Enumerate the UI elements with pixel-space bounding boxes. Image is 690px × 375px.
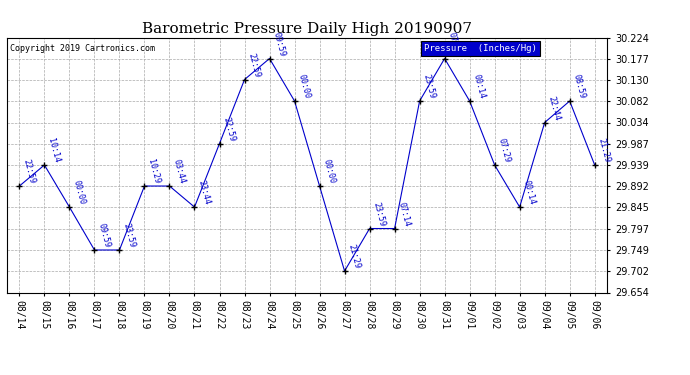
Text: 09:59: 09:59	[272, 31, 287, 58]
Text: Pressure  (Inches/Hg): Pressure (Inches/Hg)	[424, 44, 537, 53]
Text: 23:59: 23:59	[422, 74, 437, 100]
Text: 08:59: 08:59	[572, 74, 587, 100]
Text: 07:29: 07:29	[497, 138, 512, 164]
Text: 03:44: 03:44	[172, 159, 187, 185]
Text: 00:00: 00:00	[297, 74, 312, 100]
Text: 00:14: 00:14	[472, 74, 487, 100]
Text: 10:29: 10:29	[146, 159, 161, 185]
Text: Copyright 2019 Cartronics.com: Copyright 2019 Cartronics.com	[10, 44, 155, 53]
Text: 21:29: 21:29	[346, 244, 362, 270]
Text: 00:00: 00:00	[72, 180, 87, 206]
Text: 22:59: 22:59	[21, 159, 37, 185]
Text: 23:59: 23:59	[372, 201, 387, 228]
Text: 22:59: 22:59	[246, 52, 262, 79]
Text: 07:14: 07:14	[397, 201, 412, 228]
Text: 07:44: 07:44	[446, 31, 462, 58]
Text: 22:44: 22:44	[546, 95, 562, 122]
Text: 21:29: 21:29	[597, 138, 612, 164]
Text: 00:14: 00:14	[522, 180, 537, 206]
Title: Barometric Pressure Daily High 20190907: Barometric Pressure Daily High 20190907	[142, 22, 472, 36]
Text: 22:59: 22:59	[221, 116, 237, 142]
Text: 23:44: 23:44	[197, 180, 212, 206]
Text: 23:59: 23:59	[121, 223, 137, 249]
Text: 00:00: 00:00	[322, 159, 337, 185]
Text: 09:59: 09:59	[97, 223, 112, 249]
Text: 10:14: 10:14	[46, 138, 61, 164]
